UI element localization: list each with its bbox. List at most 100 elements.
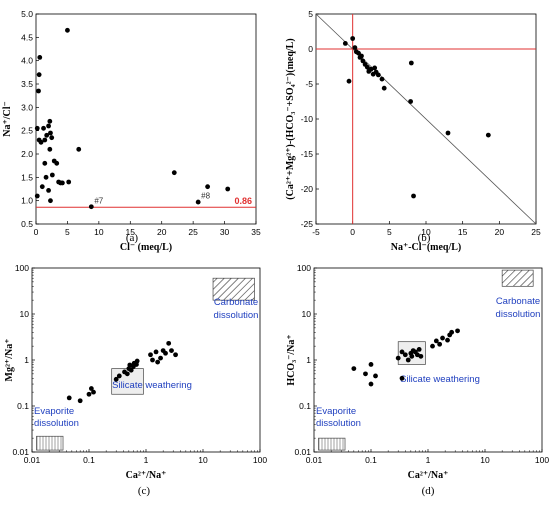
- panel-label: (d): [422, 485, 435, 497]
- data-point: [42, 160, 48, 166]
- data-point: [368, 362, 374, 367]
- data-point: [34, 125, 40, 131]
- data-point: [166, 340, 172, 346]
- data-point: [91, 389, 96, 395]
- y-tick-label: 10: [302, 309, 312, 319]
- data-point: [364, 64, 370, 70]
- x-tick-label: 0.01: [24, 455, 41, 465]
- x-tick-label: 15: [458, 227, 468, 237]
- data-point: [134, 358, 140, 364]
- data-point: [381, 85, 387, 91]
- data-point: [372, 65, 378, 71]
- data-point: [351, 366, 357, 372]
- data-point: [150, 357, 155, 363]
- data-point: [408, 99, 413, 104]
- data-point: [455, 328, 460, 334]
- data-point: [48, 198, 53, 204]
- y-tick-label: 4.5: [21, 32, 33, 42]
- y-tick-label: 4.0: [21, 56, 33, 66]
- data-point: [88, 204, 94, 210]
- data-point: [47, 118, 53, 124]
- data-point: [54, 160, 60, 166]
- region-label-evaporite-2: dissolution: [34, 418, 79, 429]
- data-point: [363, 371, 368, 377]
- data-point: [399, 375, 405, 381]
- x-tick-label: 30: [220, 227, 230, 237]
- data-point: [39, 184, 45, 190]
- x-tick-label: 25: [188, 227, 198, 237]
- region-label-carbonate-2: dissolution: [214, 310, 259, 321]
- region-box: [501, 269, 534, 287]
- data-point: [418, 353, 424, 359]
- data-point: [368, 381, 374, 387]
- y-tick-label: 100: [15, 263, 29, 273]
- y-tick-label: 1: [306, 355, 311, 365]
- chart-panel-b: -5 0 5 10 15 20 25 5 0 -5 -10 -15 -20 -25 Na⁺-Cl⁻(meq/…: [285, 9, 541, 253]
- y-tick-label: 0: [308, 44, 313, 54]
- data-point: [163, 350, 168, 356]
- region-label-carbonate-2: dissolution: [496, 309, 541, 320]
- y-tick-label: 0.01: [12, 447, 29, 457]
- data-point: [395, 355, 401, 361]
- region-label-silicate: Silicate weathering: [112, 380, 192, 391]
- data-point: [342, 41, 348, 46]
- data-point: [350, 36, 356, 41]
- data-point: [128, 367, 134, 373]
- data-point: [124, 371, 130, 377]
- x-axis-label: Ca²⁺/Na⁺: [126, 470, 167, 481]
- data-point: [225, 186, 231, 192]
- data-point: [402, 352, 408, 358]
- data-point: [360, 58, 366, 64]
- x-tick-label: 0: [350, 227, 355, 237]
- data-point: [430, 343, 435, 349]
- data-point: [405, 357, 411, 363]
- point-annotation: #8: [201, 192, 210, 201]
- data-point: [445, 337, 450, 343]
- y-tick-label: 3.0: [21, 102, 33, 112]
- data-point: [173, 352, 178, 358]
- region-box: [212, 277, 255, 301]
- y-tick-label: 100: [297, 263, 311, 273]
- region-label-carbonate: Carbonate: [496, 296, 540, 307]
- data-point: [86, 391, 92, 397]
- y-tick-label: 0.01: [294, 447, 311, 457]
- x-tick-label: 5: [387, 227, 392, 237]
- x-tick-label: 0.01: [306, 455, 323, 465]
- region-label-silicate: Silicate weathering: [400, 374, 480, 385]
- data-point: [148, 352, 153, 358]
- data-point: [352, 45, 358, 50]
- data-point: [416, 346, 422, 352]
- y-tick-label: 5: [308, 9, 313, 19]
- x-tick-label: 20: [495, 227, 505, 237]
- data-point: [346, 78, 352, 84]
- data-point: [485, 132, 491, 138]
- data-point: [77, 398, 83, 404]
- x-tick-label: 10: [480, 455, 490, 465]
- y-tick-label: 3.5: [21, 79, 33, 89]
- data-point: [46, 188, 51, 193]
- y-tick-label: 10: [20, 309, 30, 319]
- data-point: [449, 329, 455, 335]
- y-tick-label: 1: [24, 355, 29, 365]
- y-tick-label: -10: [301, 114, 314, 124]
- data-point: [368, 66, 374, 72]
- data-point: [43, 174, 49, 180]
- chart-panel-a: 0 5 10 15 20 25 30 35 0.5 1.0 1.5 2.0 2.5 3.0 3.5 4.0 4.…: [2, 9, 261, 253]
- data-point: [437, 341, 443, 347]
- data-point: [65, 27, 70, 33]
- x-tick-label: 10: [198, 455, 208, 465]
- y-axis-label: Mg²⁺/Na⁺: [4, 339, 15, 382]
- y-tick-label: 0.1: [17, 401, 29, 411]
- y-axis-label: Na⁺/Cl⁻: [2, 101, 13, 137]
- data-point: [411, 193, 416, 199]
- data-point: [399, 349, 405, 355]
- x-tick-label: 5: [65, 227, 70, 237]
- data-point: [408, 60, 414, 66]
- data-point: [158, 355, 163, 361]
- data-point: [113, 376, 119, 382]
- y-tick-label: -20: [301, 184, 314, 194]
- data-point: [155, 359, 161, 365]
- y-tick-label: 5.0: [21, 9, 33, 19]
- data-point: [47, 146, 53, 152]
- x-tick-label: 0.1: [365, 455, 377, 465]
